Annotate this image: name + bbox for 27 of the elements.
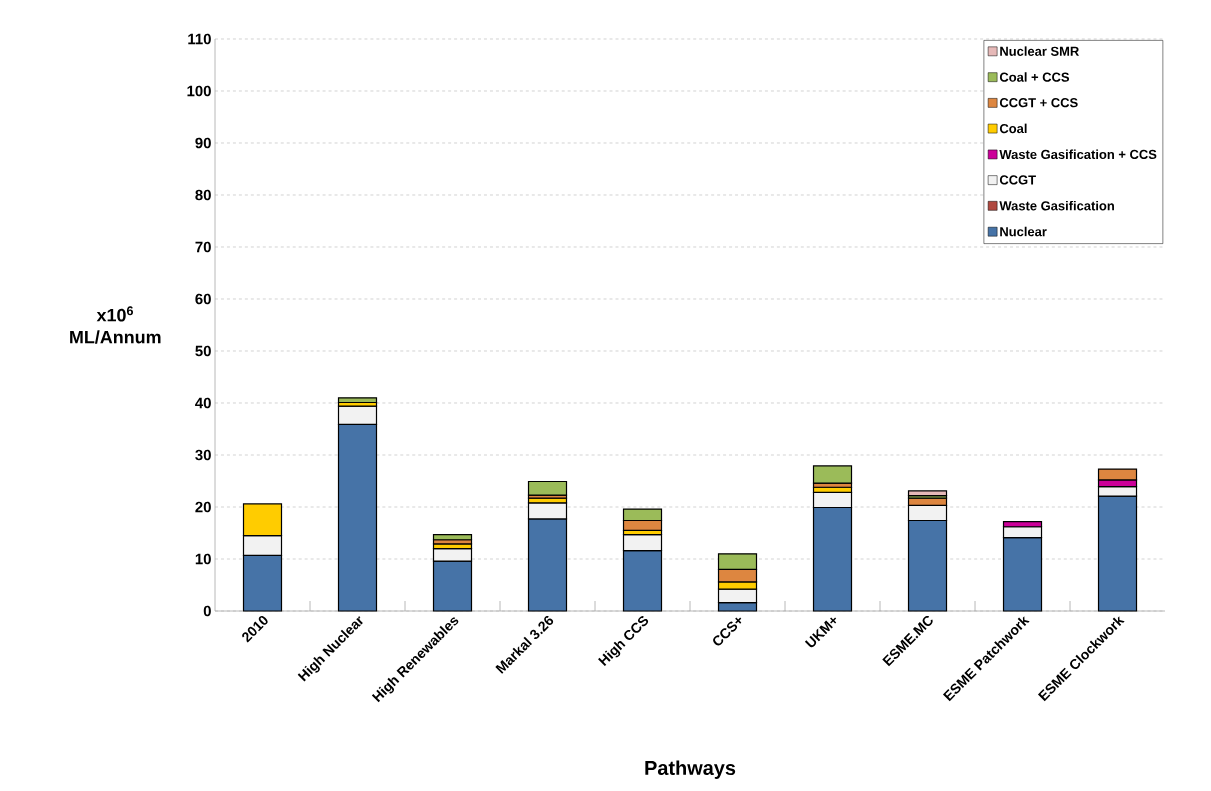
y-axis-title: x10$^{6}$ ML/Annum [70,306,161,344]
legend-label: Nuclear SMR [1000,46,1079,56]
bar [527,480,568,496]
y-tick-label: 90 [195,137,211,149]
y-tick-label: 30 [195,449,211,461]
legend-label: Coal [999,123,1027,134]
legend-label: Coal + CCS [999,72,1070,82]
y-tick-label: 110 [188,33,211,45]
legend-label: Nuclear [1000,226,1047,237]
y-tick-label: 50 [195,345,211,357]
legend-label: CCGT [999,175,1036,185]
y-tick-label: 80 [195,189,211,201]
y-tick-label: 0 [203,605,211,617]
legend-label: Waste Gasification + CCS [999,149,1157,160]
bar [337,397,378,404]
y-tick-label: 20 [195,501,211,513]
bar [432,533,473,541]
y-tick-label: 10 [195,553,211,565]
x-axis-title: Pathways [645,760,736,779]
y-tick-label: 70 [195,241,211,253]
bar [907,490,948,497]
y-tick-label: 100 [187,85,211,97]
y-tick-label: 40 [195,397,211,409]
legend-label: Waste Gasification [999,200,1114,211]
legend-label: CCGT + CCS [999,98,1078,108]
bar [812,465,853,484]
y-tick-label: 60 [195,293,211,305]
